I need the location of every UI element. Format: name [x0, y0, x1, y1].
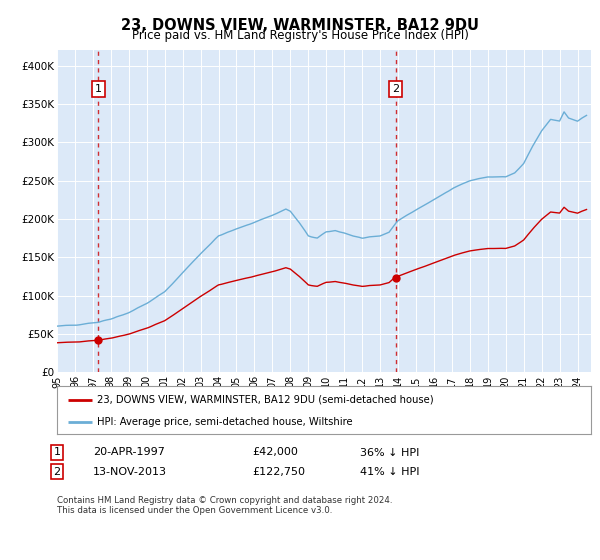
- Text: 2: 2: [53, 466, 61, 477]
- Text: 2: 2: [392, 84, 399, 94]
- Text: HPI: Average price, semi-detached house, Wiltshire: HPI: Average price, semi-detached house,…: [97, 417, 353, 427]
- Text: 41% ↓ HPI: 41% ↓ HPI: [360, 466, 419, 477]
- Text: 23, DOWNS VIEW, WARMINSTER, BA12 9DU (semi-detached house): 23, DOWNS VIEW, WARMINSTER, BA12 9DU (se…: [97, 395, 434, 405]
- Text: 36% ↓ HPI: 36% ↓ HPI: [360, 447, 419, 458]
- Text: Price paid vs. HM Land Registry's House Price Index (HPI): Price paid vs. HM Land Registry's House …: [131, 29, 469, 42]
- Text: Contains HM Land Registry data © Crown copyright and database right 2024.
This d: Contains HM Land Registry data © Crown c…: [57, 496, 392, 515]
- Text: £42,000: £42,000: [252, 447, 298, 458]
- Text: 13-NOV-2013: 13-NOV-2013: [93, 466, 167, 477]
- Text: 1: 1: [53, 447, 61, 458]
- Text: 1: 1: [95, 84, 102, 94]
- Text: 20-APR-1997: 20-APR-1997: [93, 447, 165, 458]
- Text: 23, DOWNS VIEW, WARMINSTER, BA12 9DU: 23, DOWNS VIEW, WARMINSTER, BA12 9DU: [121, 18, 479, 34]
- Text: £122,750: £122,750: [252, 466, 305, 477]
